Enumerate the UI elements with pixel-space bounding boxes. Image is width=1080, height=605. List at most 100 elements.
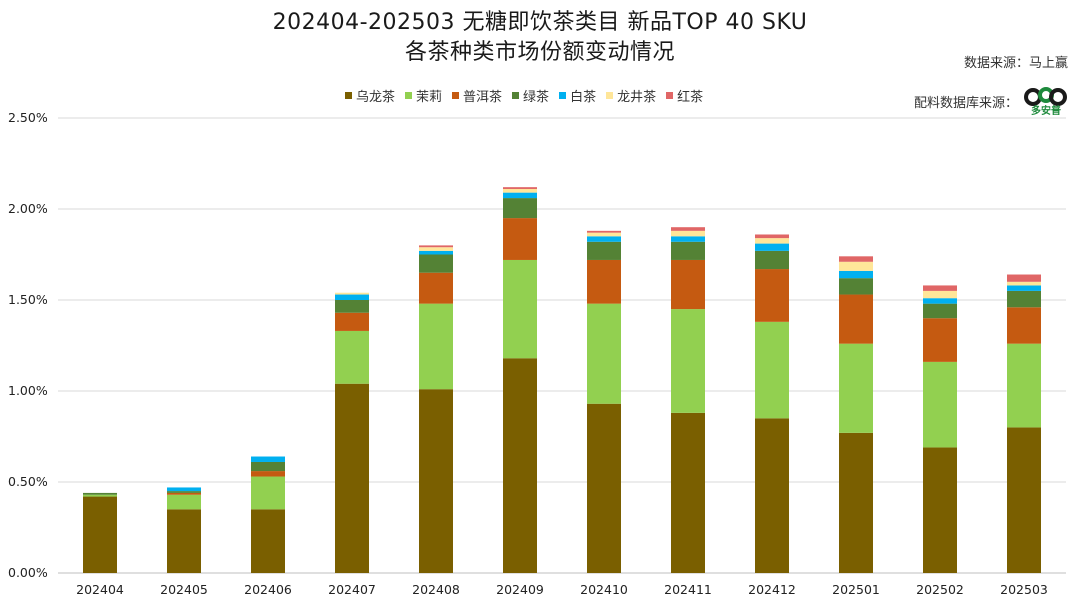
bar-segment — [251, 471, 285, 477]
bar-segment — [923, 285, 957, 291]
x-tick-label: 202404 — [76, 582, 124, 597]
bar-segment — [755, 238, 789, 244]
bar-segment — [755, 418, 789, 573]
bar-segment — [839, 432, 873, 573]
bar-segment — [755, 243, 789, 251]
bar-segment — [167, 491, 201, 493]
bar-segment — [671, 309, 705, 413]
bar-segment — [419, 247, 453, 251]
bar-segment — [587, 236, 621, 242]
legend-item: 乌龙茶 — [345, 86, 395, 105]
x-tick-label: 202411 — [664, 582, 712, 597]
bar-segment — [923, 298, 957, 304]
y-tick-label: 2.00% — [8, 201, 48, 216]
bar-segment — [419, 245, 453, 248]
y-tick-label: 0.00% — [8, 565, 48, 580]
bar-segment — [671, 236, 705, 242]
x-tick-label: 202405 — [160, 582, 208, 597]
legend-swatch — [559, 92, 567, 99]
bar-segment — [671, 227, 705, 231]
bar-segment — [251, 476, 285, 510]
bar-segment — [755, 250, 789, 270]
bar-segment — [755, 321, 789, 419]
bar-segment — [419, 250, 453, 255]
legend-swatch — [452, 92, 460, 99]
bar-segment — [251, 456, 285, 462]
legend-swatch — [606, 92, 614, 99]
bar-segment — [1007, 427, 1041, 573]
bar-segment — [839, 270, 873, 279]
legend-item: 普洱茶 — [452, 86, 502, 105]
bar-segment — [923, 290, 957, 299]
bar-segment — [671, 230, 705, 237]
bar-segment — [587, 241, 621, 260]
bar-segment — [587, 232, 621, 237]
bar-segment — [839, 256, 873, 262]
bar-segment — [587, 303, 621, 404]
bar-segment — [839, 343, 873, 433]
bar-segment — [1007, 290, 1041, 308]
bar-segment — [839, 294, 873, 344]
bar-segment — [335, 292, 369, 295]
bar-segment — [587, 259, 621, 304]
chart-legend: 乌龙茶 茉莉 普洱茶 绿茶 白茶 龙井茶 红茶 — [345, 86, 703, 105]
bar-segment — [755, 269, 789, 322]
ingredient-source: 配料数据库来源： 多安普 — [914, 86, 1068, 117]
legend-label: 龙井茶 — [617, 90, 657, 105]
legend-item: 绿茶 — [512, 86, 549, 105]
bar-segment — [1007, 281, 1041, 286]
legend-item: 龙井茶 — [606, 86, 656, 105]
x-tick-label: 202502 — [916, 582, 964, 597]
bar-segment — [503, 188, 537, 193]
legend-label: 红茶 — [677, 90, 704, 105]
chart-subtitle: 各茶种类市场份额变动情况 — [404, 40, 675, 65]
x-tick-label: 202407 — [328, 582, 376, 597]
legend-label: 乌龙茶 — [356, 90, 396, 105]
bar-segment — [587, 403, 621, 573]
bar-segment — [335, 312, 369, 331]
bar-segment — [335, 294, 369, 300]
bar-segment — [335, 330, 369, 384]
bar-segment — [251, 509, 285, 573]
x-tick-label: 202410 — [580, 582, 628, 597]
bar-segment — [419, 389, 453, 573]
bar-segment — [923, 447, 957, 573]
bar-segment — [1007, 343, 1041, 428]
bar-segment — [167, 487, 201, 492]
bar-segment — [167, 492, 201, 495]
bar-segment — [1007, 274, 1041, 282]
bar-segment — [251, 461, 285, 472]
chart-title: 202404-202503 无糖即饮茶类目 新品TOP 40 SKU — [272, 10, 808, 35]
bar-segment — [503, 358, 537, 573]
bar-segment — [503, 198, 537, 219]
legend-label: 茉莉 — [416, 90, 443, 105]
legend-swatch — [666, 92, 674, 99]
bar-segment — [167, 509, 201, 573]
bar-segment — [503, 192, 537, 199]
legend-swatch — [405, 92, 413, 99]
brand-logo: 多安普 — [1024, 86, 1068, 117]
x-tick-label: 202409 — [496, 582, 544, 597]
bar-segment — [755, 234, 789, 239]
bar-segment — [923, 303, 957, 319]
bar-segment — [671, 241, 705, 260]
ingredient-source-label: 配料数据库来源： — [913, 96, 1018, 111]
bar-segment — [503, 218, 537, 260]
bar-segment — [671, 412, 705, 573]
bar-segment — [419, 272, 453, 304]
y-tick-label: 1.00% — [8, 383, 48, 398]
bar-segment — [167, 494, 201, 510]
brand-logo-icon — [1024, 87, 1067, 106]
y-tick-label: 2.50% — [8, 110, 48, 125]
bar-segment — [587, 230, 621, 233]
x-tick-label: 202406 — [244, 582, 292, 597]
bar-segment — [923, 318, 957, 362]
x-tick-label: 202503 — [1000, 582, 1048, 597]
bar-segment — [335, 383, 369, 573]
bar-segment — [83, 494, 117, 497]
legend-swatch — [345, 92, 352, 99]
bar-segment — [923, 361, 957, 448]
legend-item: 白茶 — [559, 86, 596, 105]
legend-swatch — [512, 92, 520, 99]
bar-segment — [503, 187, 537, 189]
